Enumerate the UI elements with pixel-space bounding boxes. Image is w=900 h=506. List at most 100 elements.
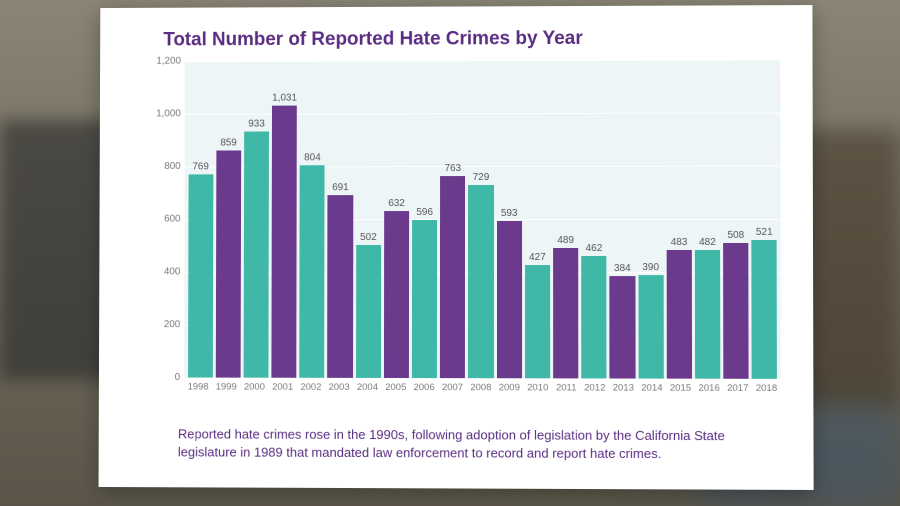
- bar: [525, 265, 550, 378]
- x-tick-label: 2003: [326, 382, 351, 393]
- x-tick-label: 1998: [185, 382, 210, 393]
- x-tick-label: 2005: [383, 382, 408, 393]
- x-tick-label: 2008: [468, 382, 493, 393]
- x-tick-label: 1999: [214, 382, 239, 393]
- x-tick-label: 2009: [497, 382, 522, 393]
- bar-wrap: 691: [328, 61, 354, 378]
- bar-value-label: 729: [473, 172, 490, 183]
- y-axis: 02004006008001,0001,200: [148, 61, 185, 377]
- bar-value-label: 933: [248, 118, 265, 129]
- x-tick-label: 2006: [411, 382, 436, 393]
- bar-value-label: 390: [642, 262, 659, 273]
- bar-wrap: 508: [723, 59, 749, 378]
- bar: [581, 256, 606, 379]
- bar: [188, 175, 214, 378]
- bar: [215, 151, 241, 378]
- chart-caption: Reported hate crimes rose in the 1990s, …: [178, 425, 769, 462]
- bar: [440, 176, 465, 378]
- caption-line-1: Reported hate crimes rose in the 1990s, …: [178, 426, 725, 443]
- bar-wrap: 521: [751, 59, 777, 379]
- x-tick-label: 2013: [611, 383, 637, 394]
- bar-wrap: 596: [412, 60, 437, 378]
- bar: [638, 275, 663, 379]
- x-tick-label: 2011: [554, 382, 579, 393]
- bar-wrap: 482: [694, 59, 720, 378]
- x-tick-label: 2002: [298, 382, 323, 393]
- bar-wrap: 483: [666, 60, 692, 379]
- bar: [468, 185, 493, 378]
- bar-value-label: 596: [416, 207, 433, 218]
- bar: [243, 131, 269, 377]
- bar: [271, 105, 297, 377]
- x-tick-label: 2012: [582, 382, 608, 393]
- bar-wrap: 593: [497, 60, 522, 378]
- x-tick-label: 2000: [242, 382, 267, 393]
- bar: [497, 221, 522, 378]
- y-tick-label: 1,200: [156, 56, 181, 67]
- y-tick-label: 0: [175, 372, 181, 383]
- bar: [752, 240, 778, 379]
- bar-value-label: 483: [671, 237, 688, 248]
- bar-wrap: 489: [553, 60, 578, 378]
- x-tick-label: 2016: [696, 383, 722, 394]
- bar-wrap: 859: [215, 61, 241, 378]
- bar: [610, 276, 635, 378]
- bar-value-label: 763: [444, 163, 461, 174]
- bar-value-label: 482: [699, 237, 716, 248]
- bar: [723, 243, 749, 378]
- y-tick-label: 400: [164, 266, 181, 277]
- y-tick-label: 1,000: [156, 108, 181, 119]
- bar-wrap: 804: [300, 61, 326, 378]
- bar-value-label: 384: [614, 263, 631, 274]
- bar-value-label: 489: [557, 235, 574, 246]
- bar-value-label: 521: [756, 227, 773, 238]
- x-tick-label: 2004: [355, 382, 380, 393]
- bar-value-label: 462: [586, 243, 603, 254]
- y-tick-label: 600: [164, 214, 181, 225]
- bar-wrap: 632: [384, 60, 409, 378]
- x-tick-label: 2010: [525, 382, 550, 393]
- y-tick-label: 800: [164, 161, 181, 172]
- bar: [695, 250, 721, 378]
- x-tick-label: 2017: [725, 383, 751, 394]
- bar-wrap: 763: [440, 60, 465, 378]
- bar: [384, 211, 409, 378]
- bar: [666, 250, 692, 379]
- bar-wrap: 502: [356, 61, 382, 378]
- y-tick-label: 200: [164, 319, 181, 330]
- bar-wrap: 384: [609, 60, 635, 379]
- bar-value-label: 804: [304, 152, 321, 163]
- bar-value-label: 502: [360, 232, 377, 243]
- x-tick-label: 2014: [639, 383, 665, 394]
- x-tick-label: 2018: [754, 383, 780, 394]
- x-tick-label: 2007: [440, 382, 465, 393]
- bar: [356, 245, 381, 378]
- poster-board: Total Number of Reported Hate Crimes by …: [99, 5, 814, 490]
- bar-value-label: 859: [220, 138, 237, 149]
- bar-value-label: 769: [192, 162, 209, 173]
- bar-wrap: 390: [638, 60, 664, 379]
- bar-value-label: 593: [501, 208, 518, 219]
- bar-value-label: 427: [529, 252, 546, 263]
- bar: [553, 248, 578, 378]
- bar-wrap: 1,031: [271, 61, 297, 378]
- bar: [412, 220, 437, 378]
- caption-line-2: legislature in 1989 that mandated law en…: [178, 444, 661, 461]
- bar: [328, 195, 353, 378]
- chart-area: 0 200 400 600 800 1,000 1,200 769 859 933 1,031 80…: [148, 59, 785, 407]
- bar: [300, 165, 325, 378]
- bar-wrap: 427: [525, 60, 550, 378]
- bar-value-label: 691: [332, 182, 349, 193]
- x-axis-labels: 1998 19992000200120022003 200420052006 2007…: [184, 382, 781, 394]
- bar-value-label: 632: [388, 198, 405, 209]
- chart-title: Total Number of Reported Hate Crimes by …: [163, 27, 784, 51]
- bars-container: 769 859 933 1,031 804 691 502 632 596 763 729 593 42…: [184, 59, 781, 379]
- bar-value-label: 1,031: [272, 92, 297, 103]
- x-tick-label: 2001: [270, 382, 295, 393]
- bar-wrap: 769: [188, 61, 214, 377]
- bar-wrap: 933: [243, 61, 269, 378]
- bar-wrap: 729: [468, 60, 493, 378]
- bar-wrap: 462: [581, 60, 606, 379]
- x-tick-label: 2015: [668, 383, 694, 394]
- bar-value-label: 508: [727, 230, 744, 241]
